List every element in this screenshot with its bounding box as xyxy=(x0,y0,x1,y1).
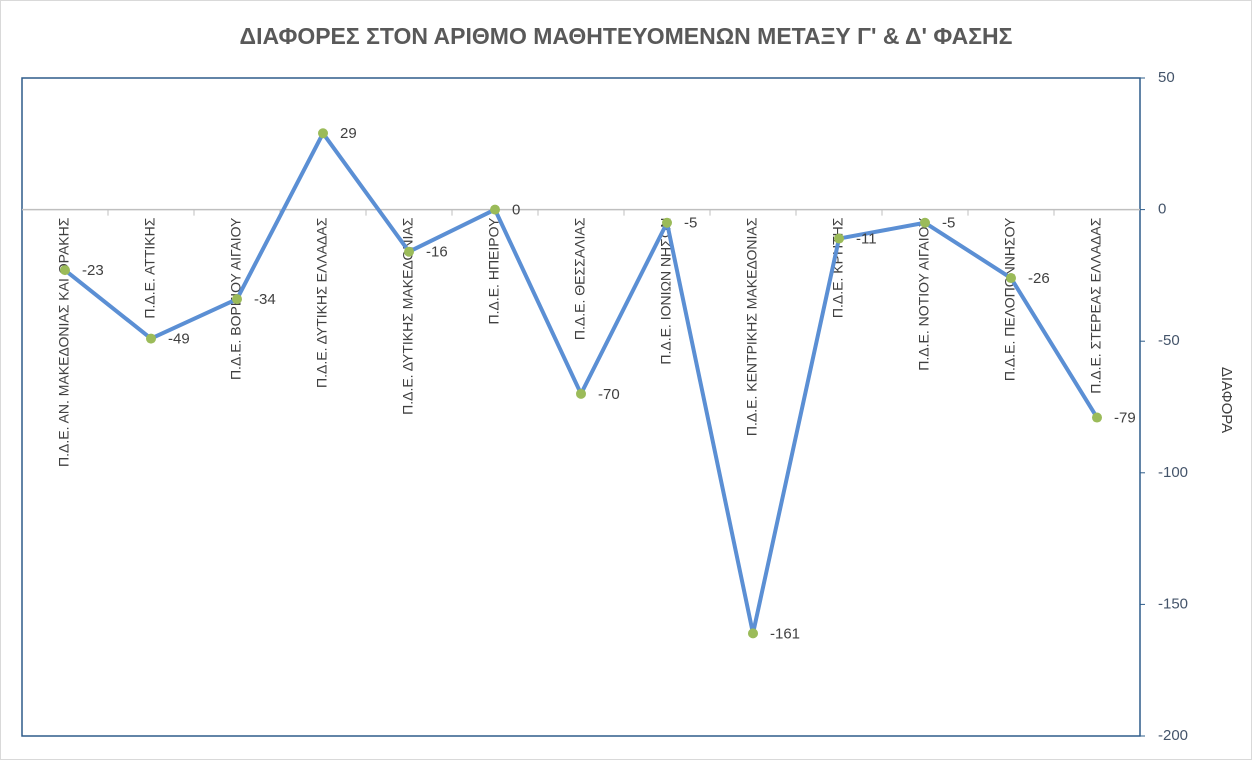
data-label: -49 xyxy=(168,331,190,348)
data-label: 29 xyxy=(340,125,357,142)
y-tick-label: -200 xyxy=(1158,727,1188,744)
marker xyxy=(232,294,242,305)
data-label: -161 xyxy=(770,625,800,642)
data-label: -34 xyxy=(254,291,276,308)
marker xyxy=(1092,412,1102,423)
marker xyxy=(1006,273,1016,284)
x-tick-label: Π.Δ.Ε. ΠΕΛΟΠΟΝΝΗΣΟΥ xyxy=(1002,217,1018,381)
data-label: -70 xyxy=(598,386,620,403)
y-tick-label: -100 xyxy=(1158,464,1188,481)
data-label: -79 xyxy=(1114,409,1136,426)
marker xyxy=(490,204,500,215)
marker xyxy=(146,333,156,344)
data-label: -5 xyxy=(684,215,697,232)
x-tick-label: Π.Δ.Ε. ΚΕΝΤΡΙΚΗΣ ΜΑΚΕΔΟΝΙΑΣ xyxy=(744,217,760,436)
y-tick-label: 50 xyxy=(1158,69,1175,86)
marker xyxy=(662,217,672,228)
y-tick-label: -50 xyxy=(1158,332,1180,349)
marker xyxy=(834,233,844,244)
plot-border xyxy=(21,77,1141,737)
data-label: -23 xyxy=(82,262,104,279)
marker xyxy=(920,217,930,228)
y-tick-label: -150 xyxy=(1158,595,1188,612)
x-tick-label: Π.Δ.Ε. ΑΤΤΙΚΗΣ xyxy=(142,217,158,318)
x-tick-label: Π.Δ.Ε. ΙΟΝΙΩΝ ΝΗΣΩΝ xyxy=(658,218,674,365)
marker xyxy=(60,265,70,276)
x-tick-label: Π.Δ.Ε. ΗΠΕΙΡΟΥ xyxy=(486,217,502,325)
x-tick-label: Π.Δ.Ε. ΔΥΤΙΚΗΣ ΜΑΚΕΔΟΝΙΑΣ xyxy=(400,217,416,415)
x-tick-label: Π.Δ.Ε. ΣΤΕΡΕΑΣ ΕΛΛΑΔΑΣ xyxy=(1088,217,1104,394)
x-tick-label: Π.Δ.Ε. ΔΥΤΙΚΗΣ ΕΛΛΑΔΑΣ xyxy=(314,217,330,388)
data-label: -26 xyxy=(1028,270,1050,287)
y-tick-label: 0 xyxy=(1158,201,1166,218)
marker xyxy=(748,628,758,639)
data-label: -11 xyxy=(856,231,877,248)
data-label: -5 xyxy=(942,215,955,232)
marker xyxy=(404,246,414,257)
y-axis-title: ΔΙΑΦΟΡΑ xyxy=(1218,367,1235,433)
marker xyxy=(318,128,328,139)
x-tick-label: Π.Δ.Ε. ΑΝ. ΜΑΚΕΔΟΝΙΑΣ ΚΑΙ ΘΡΑΚΗΣ xyxy=(56,217,72,467)
data-label: -16 xyxy=(426,244,448,261)
data-label: 0 xyxy=(512,202,520,219)
marker xyxy=(576,388,586,399)
x-tick-label: Π.Δ.Ε. ΘΕΣΣΑΛΙΑΣ xyxy=(572,217,588,340)
chart-title: ΔΙΑΦΟΡΕΣ ΣΤΟΝ ΑΡΙΘΜΟ ΜΑΘΗΤΕΥΟΜΕΝΩΝ ΜΕΤΑΞ… xyxy=(240,23,1013,49)
x-tick-label: Π.Δ.Ε. ΝΟΤΙΟΥ ΑΙΓΑΙΟΥ xyxy=(916,217,932,371)
